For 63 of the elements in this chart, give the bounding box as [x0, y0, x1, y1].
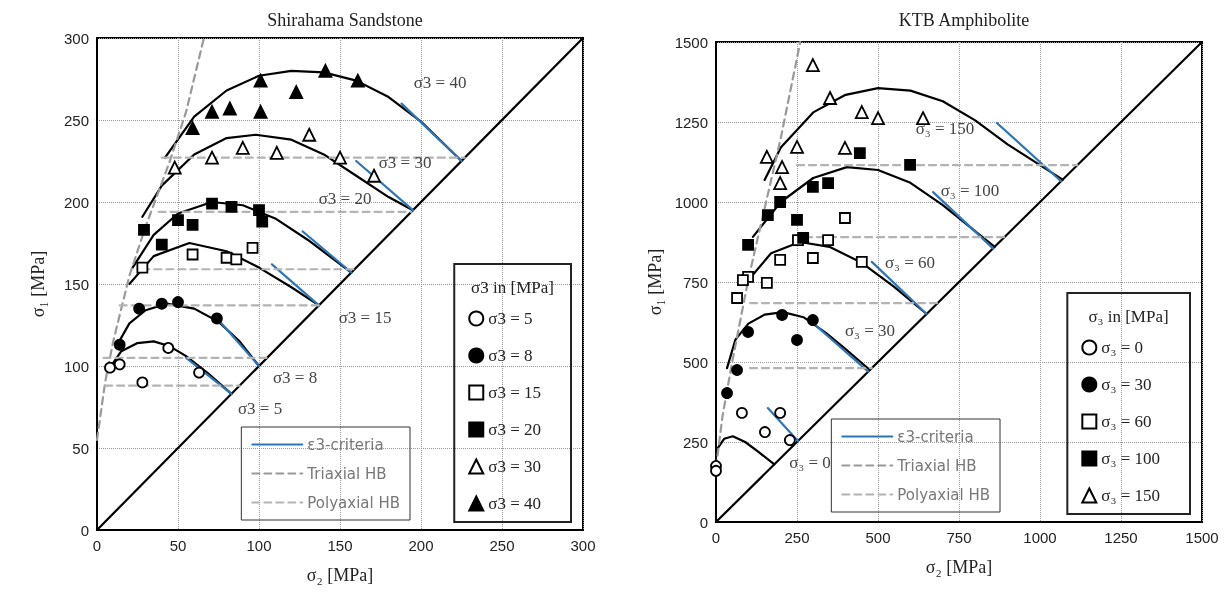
- y-axis-title: σ₁ [MPa]: [28, 250, 48, 318]
- x-tick-label: 1500: [1185, 529, 1219, 546]
- y-tick-label: 1000: [674, 193, 708, 211]
- y-tick-label: 250: [63, 111, 89, 129]
- annotation: σ3 = 5: [237, 398, 283, 418]
- x-tick-label: 1250: [1104, 529, 1138, 546]
- x-tick-label: 0: [711, 529, 721, 546]
- y-axis-title: σ₁ [MPa]: [644, 248, 665, 316]
- annotation: σ3 = 20: [318, 188, 372, 208]
- legend-label: σ3 = 40: [488, 494, 542, 513]
- x-tick-label: 50: [169, 537, 187, 554]
- annotation: σ₃ = 150: [915, 118, 975, 138]
- y-tick-label: 1250: [674, 113, 708, 131]
- legend-label: σ3 = 5: [488, 309, 533, 328]
- x-axis-title: σ₂ [MPa]: [306, 565, 374, 585]
- y-tick-label: 500: [682, 353, 708, 371]
- y-tick-label: 100: [63, 357, 89, 375]
- annotation: σ₃ = 0: [789, 452, 831, 472]
- annotation: σ₃ = 100: [940, 180, 1000, 200]
- x-tick-label: 500: [865, 529, 891, 546]
- x-tick-label: 100: [246, 537, 272, 554]
- y-tick-label: 0: [699, 513, 708, 531]
- x-tick-label: 1000: [1023, 529, 1057, 546]
- chart-title: Shirahama Sandstone: [267, 10, 423, 30]
- legend-label: σ₃ = 30: [1101, 375, 1152, 394]
- legend-title: σ3 in [MPa]: [471, 278, 554, 297]
- chart-title: KTB Amphibolite: [898, 10, 1030, 30]
- legend-label: Polyaxial HB: [307, 493, 401, 512]
- annotation: σ₃ = 30: [844, 320, 896, 340]
- y-tick-label: 1500: [674, 33, 708, 51]
- annotation: σ3 = 40: [413, 72, 467, 92]
- legend-label: Triaxial HB: [306, 464, 387, 483]
- legend-label: Triaxial HB: [896, 456, 977, 475]
- legend-label: σ3 = 30: [488, 457, 542, 476]
- legend-label: Polyaxial HB: [897, 485, 991, 504]
- y-tick-label: 300: [63, 29, 89, 47]
- legend-label: σ₃ = 150: [1101, 486, 1161, 505]
- x-axis-title: σ₂ [MPa]: [925, 557, 993, 577]
- legend-label: σ3 = 8: [488, 346, 533, 365]
- y-tick-label: 150: [63, 275, 89, 293]
- x-tick-label: 250: [489, 537, 515, 554]
- legend-label: σ3 = 15: [488, 383, 542, 402]
- legend-label: σ₃ = 60: [1101, 412, 1152, 431]
- legend-label: ε3-criteria: [307, 435, 384, 454]
- x-tick-label: 150: [327, 537, 353, 554]
- y-tick-label: 50: [72, 439, 89, 457]
- y-tick-label: 200: [63, 193, 89, 211]
- x-tick-label: 300: [570, 537, 596, 554]
- legend-title: σ₃ in [MPa]: [1088, 307, 1169, 326]
- x-tick-label: 250: [784, 529, 810, 546]
- y-tick-label: 750: [682, 273, 708, 291]
- legend-label: σ₃ = 0: [1101, 338, 1144, 357]
- x-tick-label: 200: [408, 537, 434, 554]
- annotation: σ3 = 30: [378, 152, 432, 172]
- x-tick-label: 0: [92, 537, 102, 554]
- legend-label: ε3-criteria: [897, 427, 974, 446]
- annotation: σ3 = 15: [338, 307, 392, 327]
- annotation: σ₃ = 60: [884, 252, 936, 272]
- legend-label: σ3 = 20: [488, 420, 542, 439]
- y-tick-label: 250: [682, 433, 708, 451]
- legend-label: σ₃ = 100: [1101, 449, 1161, 468]
- annotation: σ3 = 8: [272, 367, 318, 387]
- x-tick-label: 750: [946, 529, 972, 546]
